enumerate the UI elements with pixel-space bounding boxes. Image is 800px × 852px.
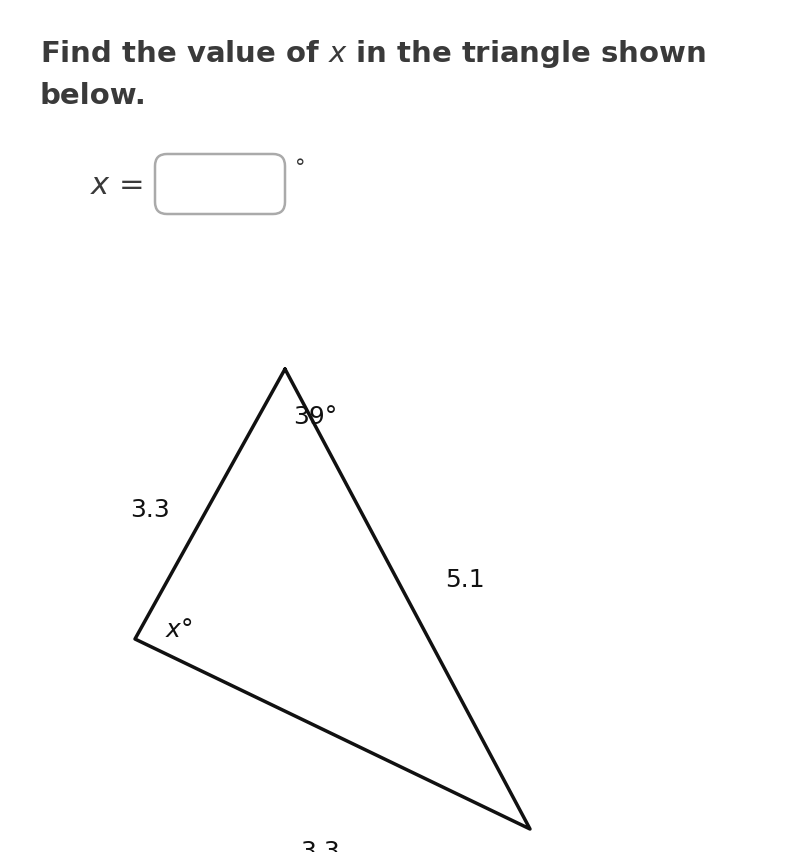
Text: 3.3: 3.3 — [300, 839, 340, 852]
Text: $x$ =: $x$ = — [90, 170, 143, 199]
Text: 3.3: 3.3 — [130, 498, 170, 521]
Text: below.: below. — [40, 82, 147, 110]
Text: Find the value of $x$ in the triangle shown: Find the value of $x$ in the triangle sh… — [40, 38, 706, 70]
Text: $x$°: $x$° — [165, 618, 193, 642]
Text: °: ° — [295, 158, 306, 178]
Text: 5.1: 5.1 — [445, 567, 485, 591]
FancyBboxPatch shape — [155, 155, 285, 215]
Text: 39°: 39° — [293, 405, 338, 429]
